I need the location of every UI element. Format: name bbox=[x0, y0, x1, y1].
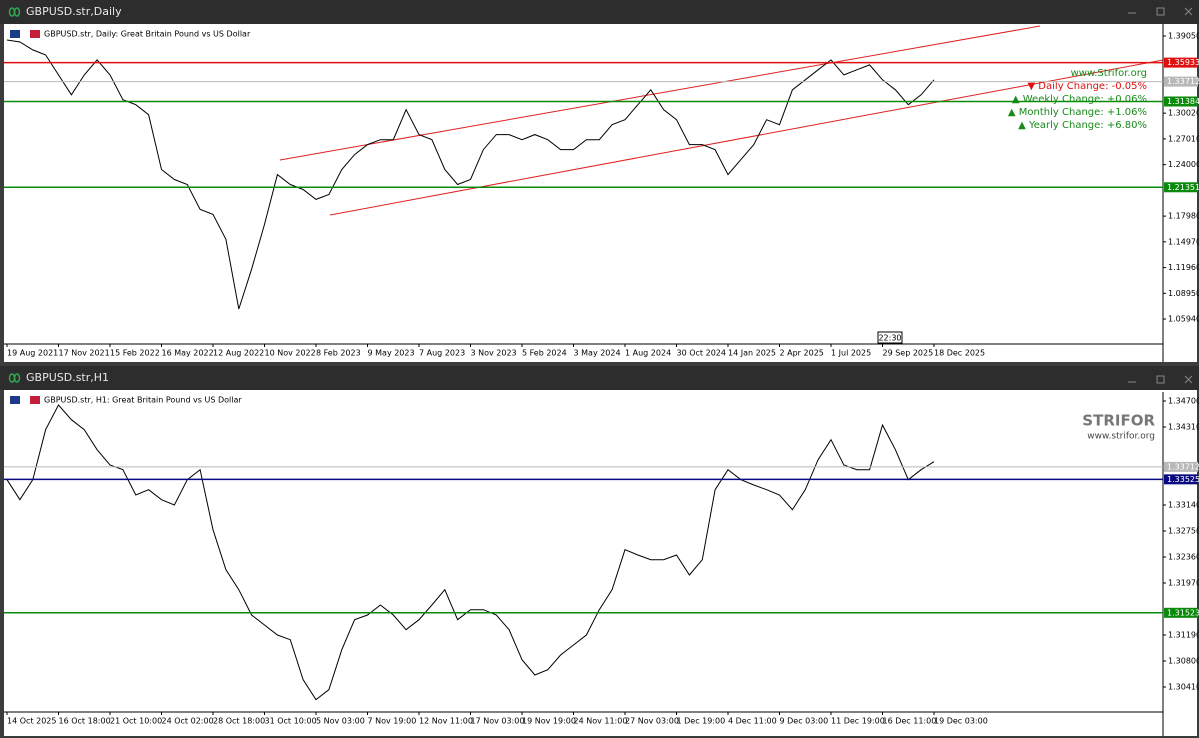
y-tick-label: 1.32750 bbox=[1168, 527, 1199, 536]
x-tick-label: 9 Dec 03:00 bbox=[780, 717, 829, 726]
info-text: ▲ Yearly Change: +6.80% bbox=[1018, 120, 1147, 131]
x-tick-label: 7 Aug 2023 bbox=[419, 349, 465, 358]
price-label: 1.21351 bbox=[1167, 183, 1199, 192]
window-controls[interactable] bbox=[1128, 7, 1193, 384]
price-label: 1.33712 bbox=[1167, 77, 1199, 86]
title-bar[interactable] bbox=[0, 0, 1199, 24]
brand-url: www.strifor.org bbox=[1087, 432, 1155, 442]
y-tick-label: 1.27010 bbox=[1168, 134, 1199, 143]
time-marker-box bbox=[877, 331, 903, 344]
info-text: www.Strifor.org bbox=[1071, 68, 1147, 79]
x-tick-label: 15 Feb 2022 bbox=[110, 349, 160, 358]
y-tick-label: 1.24000 bbox=[1168, 160, 1199, 169]
price-label-box bbox=[1164, 76, 1198, 87]
y-tick-label: 1.30800 bbox=[1168, 657, 1199, 666]
brand: STRIFOR bbox=[1082, 412, 1155, 430]
y-tick-label: 1.39050 bbox=[1168, 31, 1199, 40]
info-text: ▲ Weekly Change: +0.06% bbox=[1012, 94, 1147, 105]
price-label-box bbox=[1164, 57, 1198, 68]
y-tick-label: 1.11960 bbox=[1168, 263, 1199, 272]
y-tick-label: 1.34310 bbox=[1168, 423, 1199, 432]
x-tick-label: 7 Nov 19:00 bbox=[368, 717, 417, 726]
price-label: 1.33525 bbox=[1167, 475, 1199, 484]
x-tick-label: 16 May 2022 bbox=[162, 349, 214, 358]
x-tick-label: 10 Nov 2022 bbox=[265, 349, 316, 358]
y-tick-label: 1.30410 bbox=[1168, 683, 1199, 692]
price-label-box bbox=[1164, 96, 1198, 107]
x-tick-label: 3 May 2024 bbox=[574, 349, 621, 358]
info-text: ▼ Daily Change: -0.05% bbox=[1027, 81, 1147, 92]
y-tick-label: 1.17980 bbox=[1168, 212, 1199, 221]
x-tick-label: 9 May 2023 bbox=[368, 349, 415, 358]
info-text: ▲ Monthly Change: +1.06% bbox=[1008, 107, 1147, 118]
x-tick-label: 31 Oct 10:00 bbox=[265, 717, 317, 726]
x-tick-label: 21 Oct 10:00 bbox=[110, 717, 162, 726]
x-tick-label: 5 Nov 03:00 bbox=[316, 717, 365, 726]
header-flags bbox=[10, 30, 40, 404]
x-tick-label: 17 Nov 2021 bbox=[59, 349, 110, 358]
x-tick-label: 28 Oct 18:00 bbox=[213, 717, 265, 726]
price-line bbox=[6, 39, 935, 310]
x-tick-label: 19 Dec 03:00 bbox=[934, 717, 988, 726]
y-tick-label: 1.08950 bbox=[1168, 289, 1199, 298]
x-tick-label: 30 Oct 2024 bbox=[677, 349, 726, 358]
x-tick-label: 8 Feb 2023 bbox=[316, 349, 361, 358]
chart-header: GBPUSD.str, Daily: Great Britain Pound v… bbox=[44, 30, 251, 39]
x-tick-label: 24 Nov 11:00 bbox=[574, 717, 628, 726]
price-label-box bbox=[1164, 182, 1198, 193]
x-tick-label: 27 Nov 03:00 bbox=[625, 717, 679, 726]
price-label-box bbox=[1164, 461, 1198, 472]
price-label-box bbox=[1164, 474, 1198, 485]
x-tick-label: 11 Dec 19:00 bbox=[831, 717, 885, 726]
x-tick-label: 29 Sep 2025 bbox=[883, 349, 934, 358]
x-tick-label: 18 Dec 2025 bbox=[934, 349, 985, 358]
x-tick-label: 14 Oct 2025 bbox=[7, 717, 56, 726]
x-tick-label: 1 Aug 2024 bbox=[625, 349, 671, 358]
x-tick-label: 12 Nov 11:00 bbox=[419, 717, 473, 726]
x-tick-label: 16 Dec 11:00 bbox=[883, 717, 937, 726]
x-tick-label: 17 Nov 03:00 bbox=[471, 717, 525, 726]
y-tick-label: 1.14970 bbox=[1168, 237, 1199, 246]
x-tick-label: 24 Oct 02:00 bbox=[162, 717, 214, 726]
price-label: 1.31523 bbox=[1167, 608, 1199, 617]
chart-area bbox=[4, 24, 1197, 362]
y-tick-label: 1.34700 bbox=[1168, 397, 1199, 406]
trend-channel bbox=[279, 25, 1164, 216]
price-label: 1.35933 bbox=[1167, 58, 1199, 67]
x-tick-label: 16 Oct 18:00 bbox=[59, 717, 111, 726]
title-bar[interactable] bbox=[0, 366, 1199, 390]
chart-header: GBPUSD.str, H1: Great Britain Pound vs U… bbox=[44, 396, 242, 405]
symbol-icon bbox=[8, 7, 21, 383]
x-tick-label: 1 Jul 2025 bbox=[831, 349, 871, 358]
x-tick-label: 4 Dec 11:00 bbox=[728, 717, 777, 726]
y-tick-label: 1.32360 bbox=[1168, 553, 1199, 562]
window-title: GBPUSD.str,Daily bbox=[26, 5, 122, 18]
x-tick-label: 1 Dec 19:00 bbox=[677, 717, 726, 726]
y-tick-label: 1.33140 bbox=[1168, 501, 1199, 510]
y-tick-label: 1.30020 bbox=[1168, 109, 1199, 118]
x-tick-label: 19 Aug 2021 bbox=[7, 349, 58, 358]
time-marker: 22:30 bbox=[878, 334, 901, 343]
price-line bbox=[6, 404, 935, 701]
y-tick-label: 1.31970 bbox=[1168, 579, 1199, 588]
y-tick-label: 1.31190 bbox=[1168, 631, 1199, 640]
chart-area bbox=[4, 390, 1197, 736]
x-tick-label: 5 Feb 2024 bbox=[522, 349, 567, 358]
price-label-box bbox=[1164, 607, 1198, 618]
x-tick-label: 12 Aug 2022 bbox=[213, 349, 264, 358]
x-tick-label: 2 Apr 2025 bbox=[780, 349, 824, 358]
y-tick-label: 1.05940 bbox=[1168, 315, 1199, 324]
x-tick-label: 19 Nov 19:00 bbox=[522, 717, 576, 726]
price-label: 1.31384 bbox=[1167, 97, 1199, 106]
x-tick-label: 14 Jan 2025 bbox=[728, 349, 776, 358]
x-tick-label: 3 Nov 2023 bbox=[471, 349, 517, 358]
window-title: GBPUSD.str,H1 bbox=[26, 371, 109, 384]
price-label: 1.33712 bbox=[1167, 462, 1199, 471]
